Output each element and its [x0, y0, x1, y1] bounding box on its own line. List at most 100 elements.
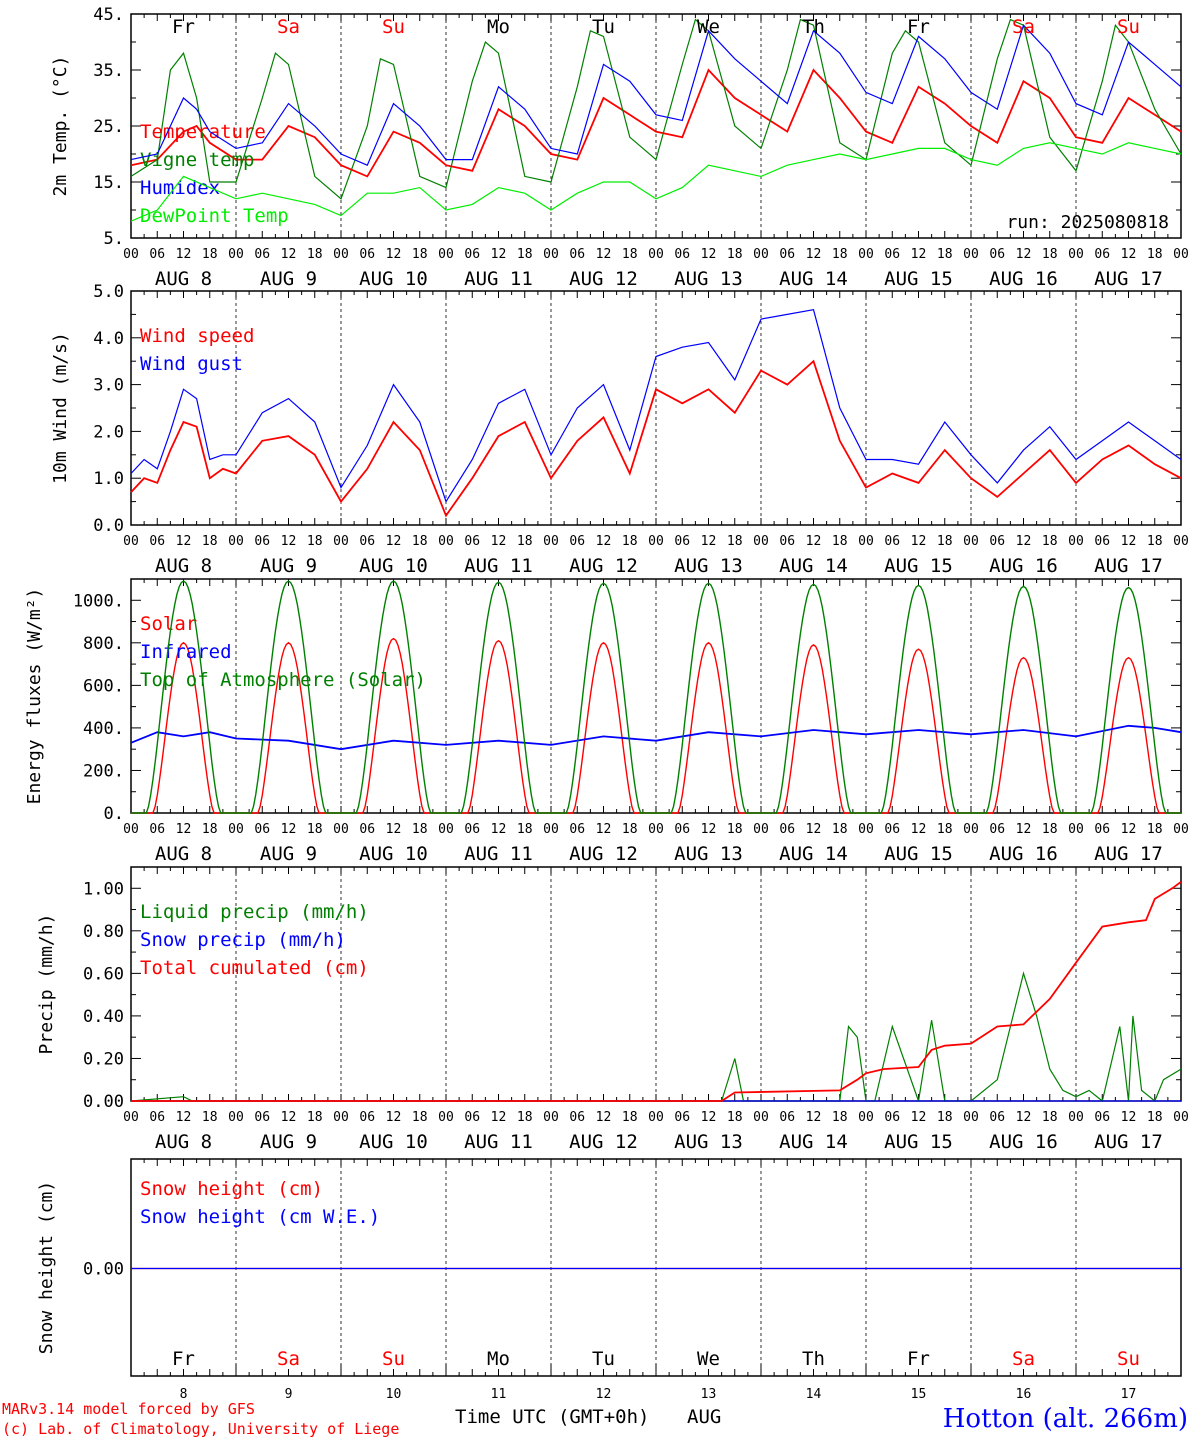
- x-date-label: AUG 16: [989, 843, 1058, 865]
- x-hour-label: 00: [963, 247, 979, 262]
- series-wind-speed: [130, 359, 1182, 518]
- x-hour-label: 18: [727, 247, 743, 262]
- x-hour-label: 12: [701, 247, 717, 262]
- x-hour-label: 00: [438, 822, 454, 837]
- x-date-label: AUG 11: [464, 555, 533, 577]
- x-hour-label: 00: [963, 1110, 979, 1125]
- x-hour-label: 00: [648, 247, 664, 262]
- x-hour-label: 18: [622, 247, 638, 262]
- x-date-label: AUG 12: [569, 268, 638, 290]
- x-date-label: AUG 13: [674, 843, 743, 865]
- x-date-label: AUG 13: [674, 268, 743, 290]
- x-hour-label: 06: [1094, 822, 1110, 837]
- day-name-label: Fr: [172, 1348, 195, 1370]
- x-date-label: AUG 10: [359, 843, 428, 865]
- x-hour-label: 00: [648, 534, 664, 549]
- x-hour-label: 18: [517, 822, 533, 837]
- series-total-cumulated-cm-: [131, 881, 1182, 1102]
- x-hour-label: 18: [202, 1110, 218, 1125]
- day-name-label: Sa: [1012, 1348, 1035, 1370]
- x-hour-label: 18: [727, 822, 743, 837]
- x-hour-label: 18: [1042, 822, 1058, 837]
- y-tick-label: 0.80: [83, 922, 124, 942]
- x-date-label: AUG 8: [155, 555, 212, 577]
- x-hour-label: 06: [779, 247, 795, 262]
- x-hour-label: 00: [648, 1110, 664, 1125]
- x-hour-label: 06: [359, 247, 375, 262]
- x-hour-label: 18: [832, 822, 848, 837]
- x-hour-label: 06: [674, 822, 690, 837]
- x-hour-label: 00: [1173, 822, 1189, 837]
- x-hour-label: 00: [1173, 1110, 1189, 1125]
- x-hour-label: 00: [333, 822, 349, 837]
- x-date-label: AUG 14: [779, 555, 848, 577]
- x-hour-label: 12: [386, 247, 402, 262]
- x-hour-label: 06: [884, 534, 900, 549]
- x-hour-label: 18: [937, 1110, 953, 1125]
- y-tick-label: 4.0: [93, 329, 124, 349]
- x-hour-label: 18: [1042, 534, 1058, 549]
- y-tick-label: 0.0: [93, 516, 124, 536]
- x-hour-label: 18: [622, 534, 638, 549]
- x-axis-month: AUG: [687, 1406, 721, 1428]
- x-hour-label: 00: [648, 822, 664, 837]
- x-axis-title: Time UTC (GMT+0h): [455, 1406, 649, 1428]
- x-hour-label: 18: [1147, 822, 1163, 837]
- x-hour-label: 06: [149, 247, 165, 262]
- series-vigne-temp: [130, 18, 1182, 200]
- series-wind-gust: [130, 309, 1182, 504]
- x-hour-label: 12: [911, 1110, 927, 1125]
- x-hour-label: 12: [1121, 1110, 1137, 1125]
- series-humidex: [130, 24, 1182, 166]
- x-hour-label: 18: [412, 822, 428, 837]
- x-date-label: AUG 11: [464, 843, 533, 865]
- x-date-label: AUG 9: [260, 843, 317, 865]
- x-hour-label: 18: [202, 247, 218, 262]
- x-hour-label: 18: [832, 534, 848, 549]
- day-name-label: Su: [1117, 1348, 1140, 1370]
- day-number-label: 10: [386, 1387, 402, 1402]
- x-date-label: AUG 14: [779, 843, 848, 865]
- y-tick-label: 3.0: [93, 376, 124, 396]
- x-hour-label: 00: [543, 534, 559, 549]
- x-hour-label: 00: [858, 822, 874, 837]
- x-hour-label: 18: [202, 822, 218, 837]
- x-hour-label: 18: [1147, 247, 1163, 262]
- day-name-label: Su: [382, 1348, 405, 1370]
- x-hour-label: 18: [412, 1110, 428, 1125]
- x-hour-label: 12: [1121, 822, 1137, 837]
- y-tick-label: 25.: [93, 117, 124, 137]
- x-hour-label: 00: [1068, 822, 1084, 837]
- day-name-label: Sa: [277, 16, 300, 38]
- day-number-label: 17: [1121, 1387, 1137, 1402]
- x-hour-label: 12: [701, 1110, 717, 1125]
- day-name-label: Su: [382, 16, 405, 38]
- x-hour-label: 18: [832, 247, 848, 262]
- x-hour-label: 18: [412, 247, 428, 262]
- day-number-label: 8: [180, 1387, 188, 1402]
- y-tick-label: 35.: [93, 61, 124, 81]
- x-date-label: AUG 16: [989, 1131, 1058, 1153]
- x-hour-label: 18: [1042, 247, 1058, 262]
- x-hour-label: 00: [228, 247, 244, 262]
- x-hour-label: 00: [228, 1110, 244, 1125]
- x-hour-label: 00: [543, 1110, 559, 1125]
- x-hour-label: 00: [123, 247, 139, 262]
- series-temperature: [130, 68, 1182, 178]
- legend-entry: Total cumulated (cm): [140, 957, 369, 979]
- x-hour-label: 12: [176, 247, 192, 262]
- panel-3: 1000. 800. 600. 400. 200. 0. Energy fluxes (W/…: [24, 578, 1189, 865]
- series-top-of-atmosphere-solar-: [131, 580, 1181, 814]
- x-hour-label: 00: [858, 247, 874, 262]
- x-hour-label: 06: [254, 1110, 270, 1125]
- x-hour-label: 00: [858, 534, 874, 549]
- x-hour-label: 00: [1068, 247, 1084, 262]
- x-hour-label: 12: [911, 247, 927, 262]
- day-name-label: We: [697, 16, 720, 38]
- day-name-label: Fr: [907, 1348, 930, 1370]
- x-hour-label: 12: [596, 247, 612, 262]
- x-hour-label: 12: [596, 1110, 612, 1125]
- x-hour-label: 06: [989, 534, 1005, 549]
- legend-entry: Snow precip (mm/h): [140, 929, 346, 951]
- x-hour-label: 12: [806, 1110, 822, 1125]
